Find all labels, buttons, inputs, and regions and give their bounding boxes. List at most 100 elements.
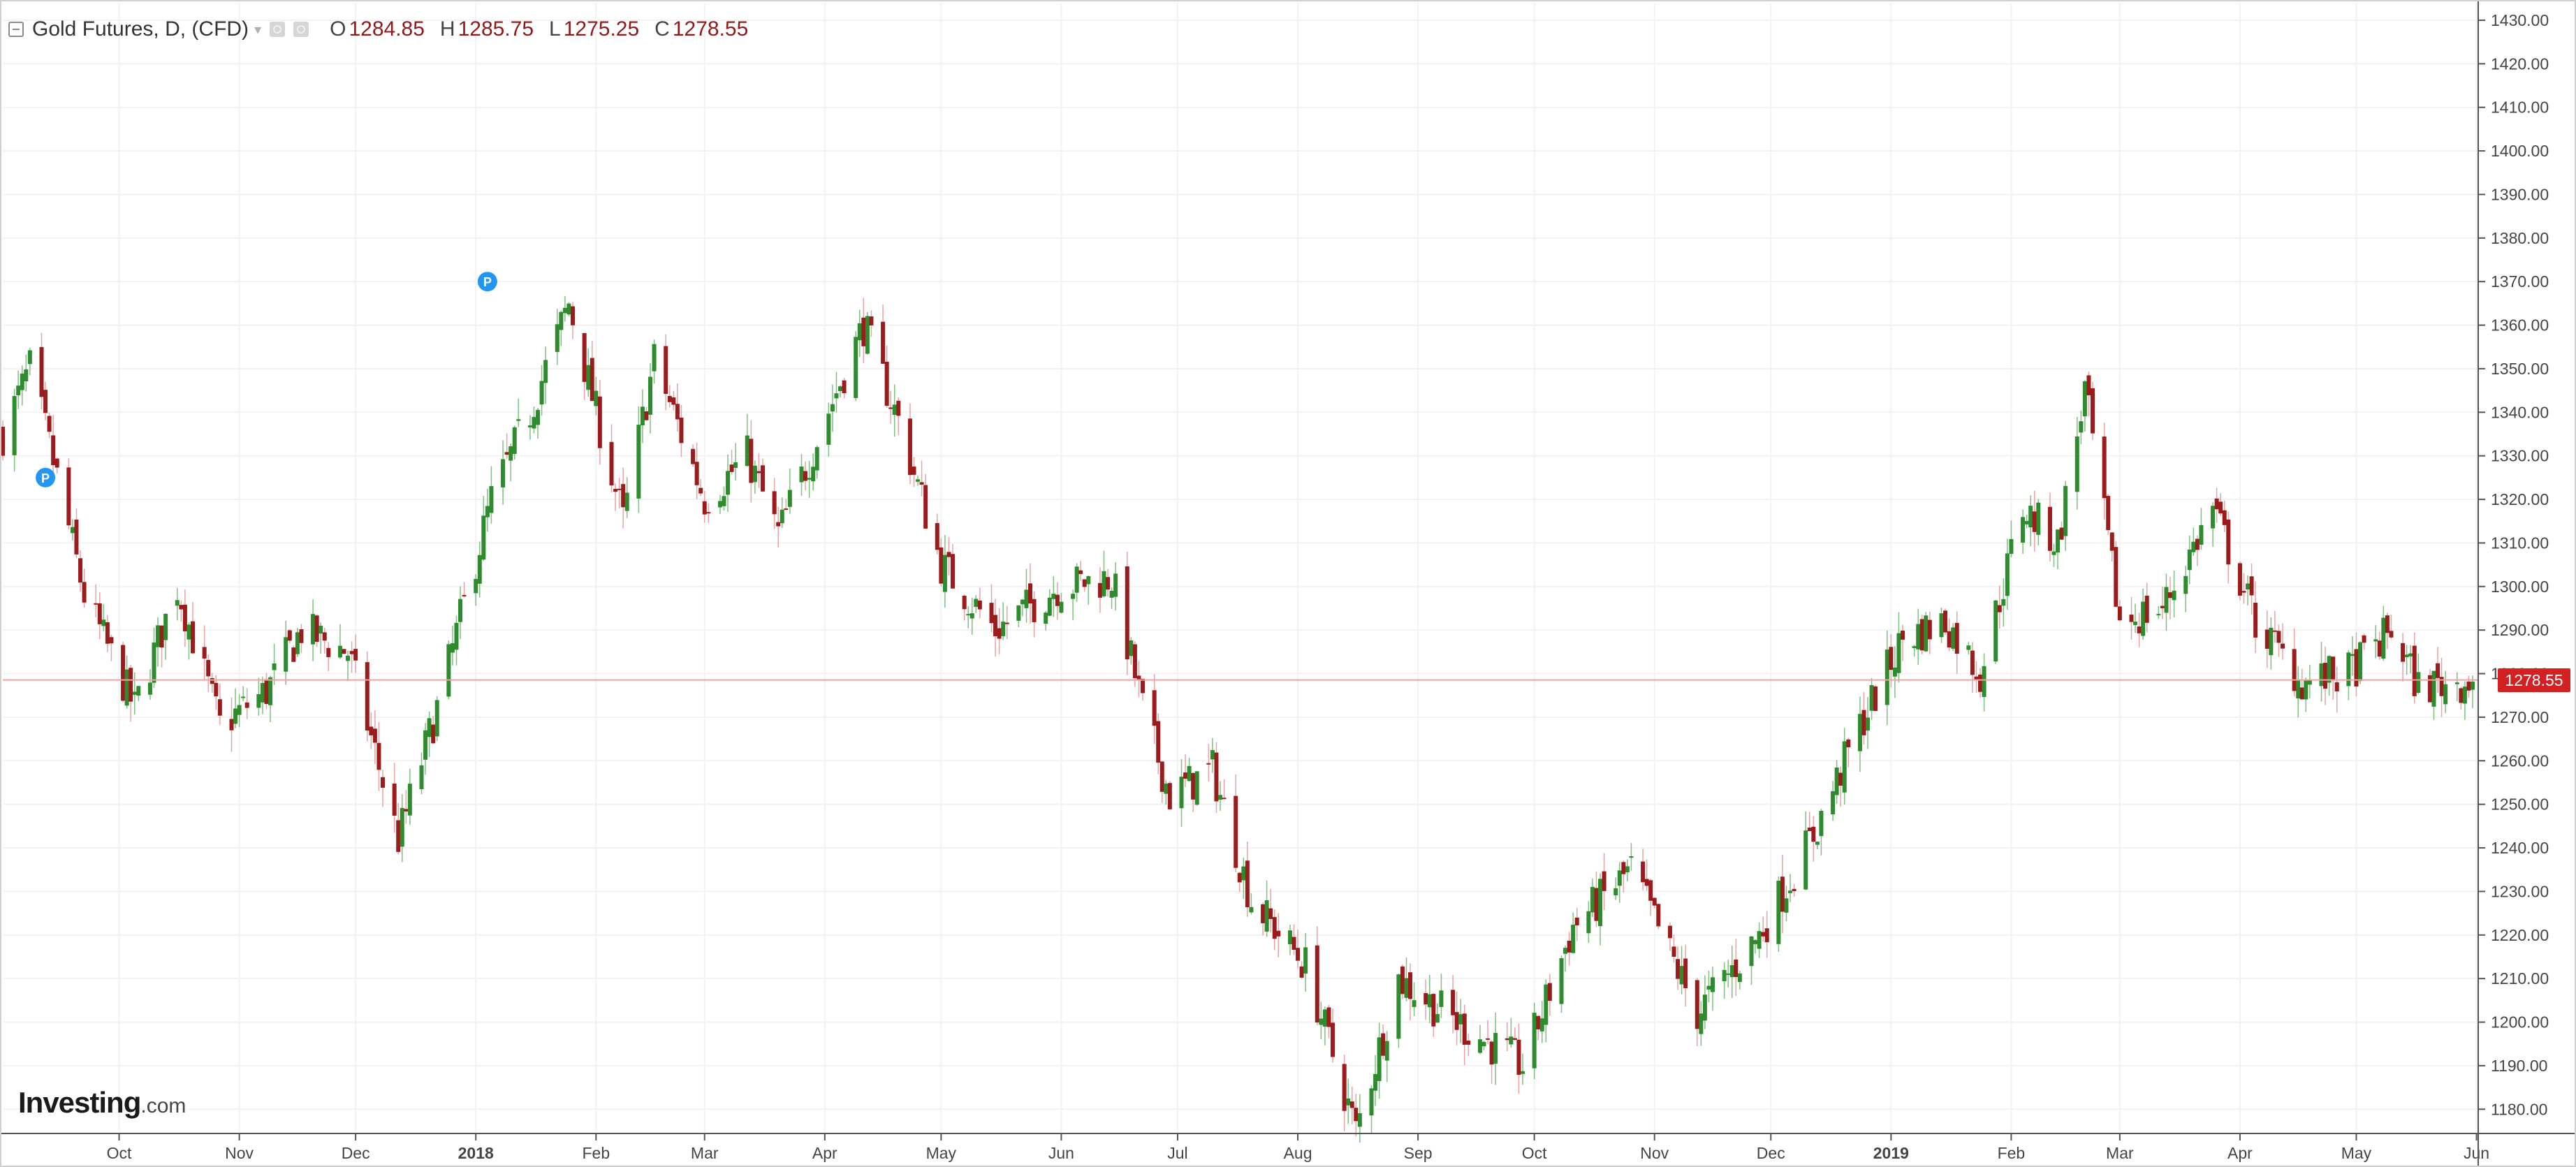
candle <box>2459 687 2464 710</box>
candle <box>284 620 288 685</box>
visibility-icon[interactable] <box>270 22 286 37</box>
candle <box>1924 612 1929 652</box>
settings-icon[interactable] <box>293 22 309 37</box>
candle <box>2102 423 2107 520</box>
y-tick-label: 1180.00 <box>2491 1100 2547 1118</box>
candle-body <box>12 396 17 455</box>
candle <box>1869 677 1874 720</box>
candle <box>51 415 56 478</box>
candle-body <box>1706 985 1711 990</box>
candle-body <box>1004 622 1009 624</box>
candle <box>2385 612 2390 649</box>
candle-body <box>1028 583 1033 604</box>
candle <box>1954 611 1959 674</box>
candle-body <box>1726 974 1731 976</box>
candle-body <box>2373 639 2378 642</box>
candle-body <box>1815 842 1820 845</box>
open-readout: O 1284.85 <box>330 17 425 41</box>
candle <box>1757 922 1762 958</box>
candle-body <box>1641 861 1646 883</box>
candle-body <box>2304 680 2308 700</box>
candle-body <box>1156 721 1161 763</box>
candle-body <box>1346 1098 1351 1106</box>
candle <box>1129 637 1134 665</box>
candle-body <box>446 644 451 697</box>
candle <box>1982 653 1986 712</box>
candle-body <box>2021 517 2026 543</box>
candle <box>1287 924 1292 955</box>
candle-body <box>2028 506 2033 528</box>
candle-body <box>834 393 839 399</box>
candle <box>854 330 858 402</box>
candle <box>694 442 699 499</box>
candle-body <box>842 380 847 394</box>
candle <box>1734 939 1739 996</box>
candle-body <box>1516 1039 1521 1075</box>
candle <box>97 592 102 640</box>
candle-body <box>1974 676 1979 681</box>
candle-body <box>1807 828 1812 832</box>
candle-body <box>776 522 781 527</box>
candle-body <box>1132 644 1137 679</box>
candle <box>803 461 808 491</box>
y-tick-label: 1250.00 <box>2491 795 2549 814</box>
candle-body <box>2106 496 2111 530</box>
candle-body <box>2226 519 2231 565</box>
candle-body <box>381 777 385 788</box>
candle-body <box>97 603 102 624</box>
candle-body <box>1764 928 1769 943</box>
chevron-down-icon[interactable]: ▾ <box>254 22 262 38</box>
candle-body <box>186 624 191 640</box>
candle-body <box>694 462 699 485</box>
candle-body <box>2168 592 2173 599</box>
candle <box>919 460 924 497</box>
candle <box>1927 611 1932 654</box>
candle <box>1834 760 1839 805</box>
candle <box>1951 623 1956 652</box>
candle-body <box>182 604 187 632</box>
candle <box>869 310 874 337</box>
candle <box>675 383 680 432</box>
candle-body <box>2005 553 2010 596</box>
candle <box>372 710 377 765</box>
candle-body <box>2389 631 2394 638</box>
candle-body <box>1097 582 1102 598</box>
candle <box>586 348 591 397</box>
candle-body <box>2117 606 2122 621</box>
x-tick-label: Apr <box>812 1144 837 1162</box>
x-tick-label: Dec <box>1757 1144 1785 1162</box>
collapse-legend-icon[interactable] <box>8 22 24 37</box>
candle <box>256 677 261 716</box>
candle <box>1055 582 1060 620</box>
candle-body <box>299 629 304 643</box>
candle-body <box>2237 563 2242 596</box>
candle-body <box>175 600 180 606</box>
candle-body <box>1571 925 1576 953</box>
candle <box>2191 527 2196 556</box>
candle-body <box>481 515 486 560</box>
candle-body <box>2156 614 2161 616</box>
candle <box>47 412 52 439</box>
candle <box>1156 713 1161 775</box>
candle-body <box>861 317 866 346</box>
candle-body <box>539 381 544 405</box>
candle-body <box>372 728 377 743</box>
candle-body <box>237 705 242 715</box>
candle <box>1097 567 1102 613</box>
candle <box>1861 692 1866 744</box>
candle <box>1807 812 1812 832</box>
candle-body <box>287 630 292 641</box>
candle <box>1024 568 1029 623</box>
candle <box>1237 872 1242 893</box>
candle-body <box>1613 888 1618 896</box>
candle <box>861 298 866 363</box>
candle <box>501 440 506 505</box>
candle <box>776 506 781 548</box>
y-tick-label: 1320.00 <box>2491 490 2549 508</box>
candle <box>2416 653 2421 694</box>
candle <box>1431 992 1436 1037</box>
candle-body <box>2187 549 2192 571</box>
candle-body <box>244 702 249 708</box>
event-markers: PP <box>36 272 497 487</box>
